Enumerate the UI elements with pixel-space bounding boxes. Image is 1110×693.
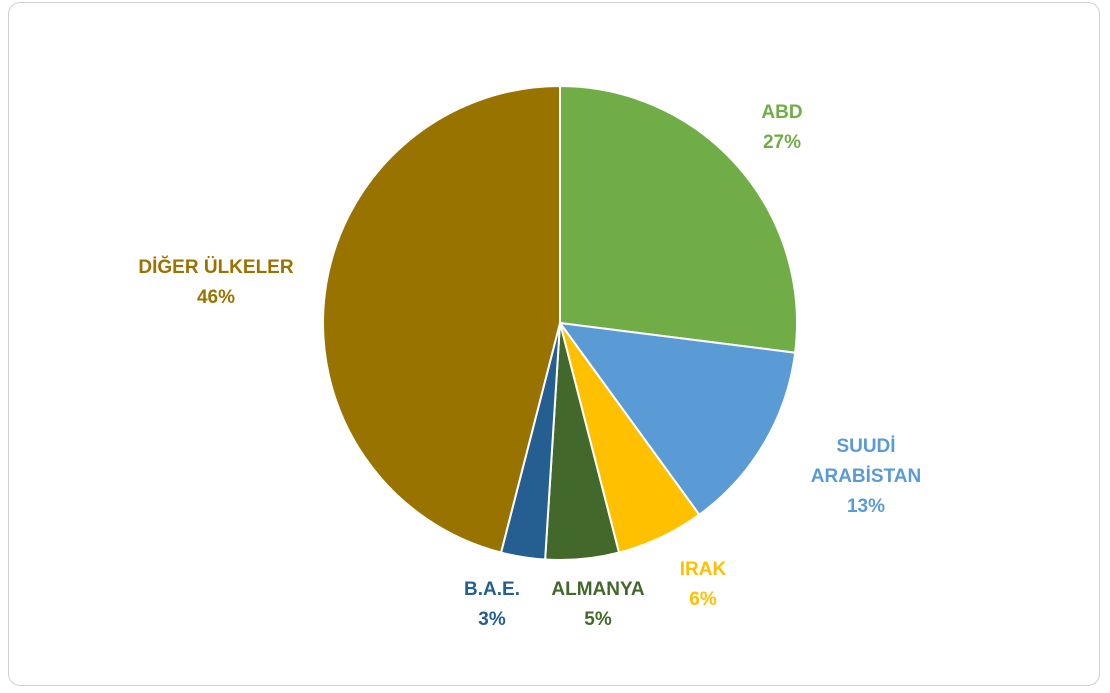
slice-label: IRAK 6%: [680, 555, 726, 615]
chart-frame: [8, 2, 1100, 686]
category-label: DİĞER ÜLKELER: [138, 257, 294, 278]
value-label: 3%: [478, 609, 506, 630]
value-label: 46%: [196, 287, 236, 308]
category-label: IRAK: [679, 559, 727, 580]
value-label: 13%: [846, 496, 886, 517]
pie-slice: [557, 321, 797, 517]
category-label: ABD: [761, 102, 803, 123]
value-label: 27%: [762, 132, 802, 153]
pie-slice: [322, 84, 561, 554]
category-label: B.A.E.: [464, 579, 520, 600]
pie-slice: [559, 84, 798, 354]
slice-label: SUUDİ ARABİSTAN 13%: [806, 432, 926, 522]
category-label: ALMANYA: [551, 579, 645, 600]
slice-label: ALMANYA 5%: [551, 575, 644, 635]
slice-label: ABD 27%: [761, 98, 802, 158]
category-label: SUUDİ ARABİSTAN: [810, 436, 922, 487]
slice-label: DİĞER ÜLKELER 46%: [138, 253, 293, 313]
value-label: 5%: [584, 609, 612, 630]
slice-label: B.A.E. 3%: [464, 575, 520, 635]
value-label: 6%: [689, 589, 717, 610]
